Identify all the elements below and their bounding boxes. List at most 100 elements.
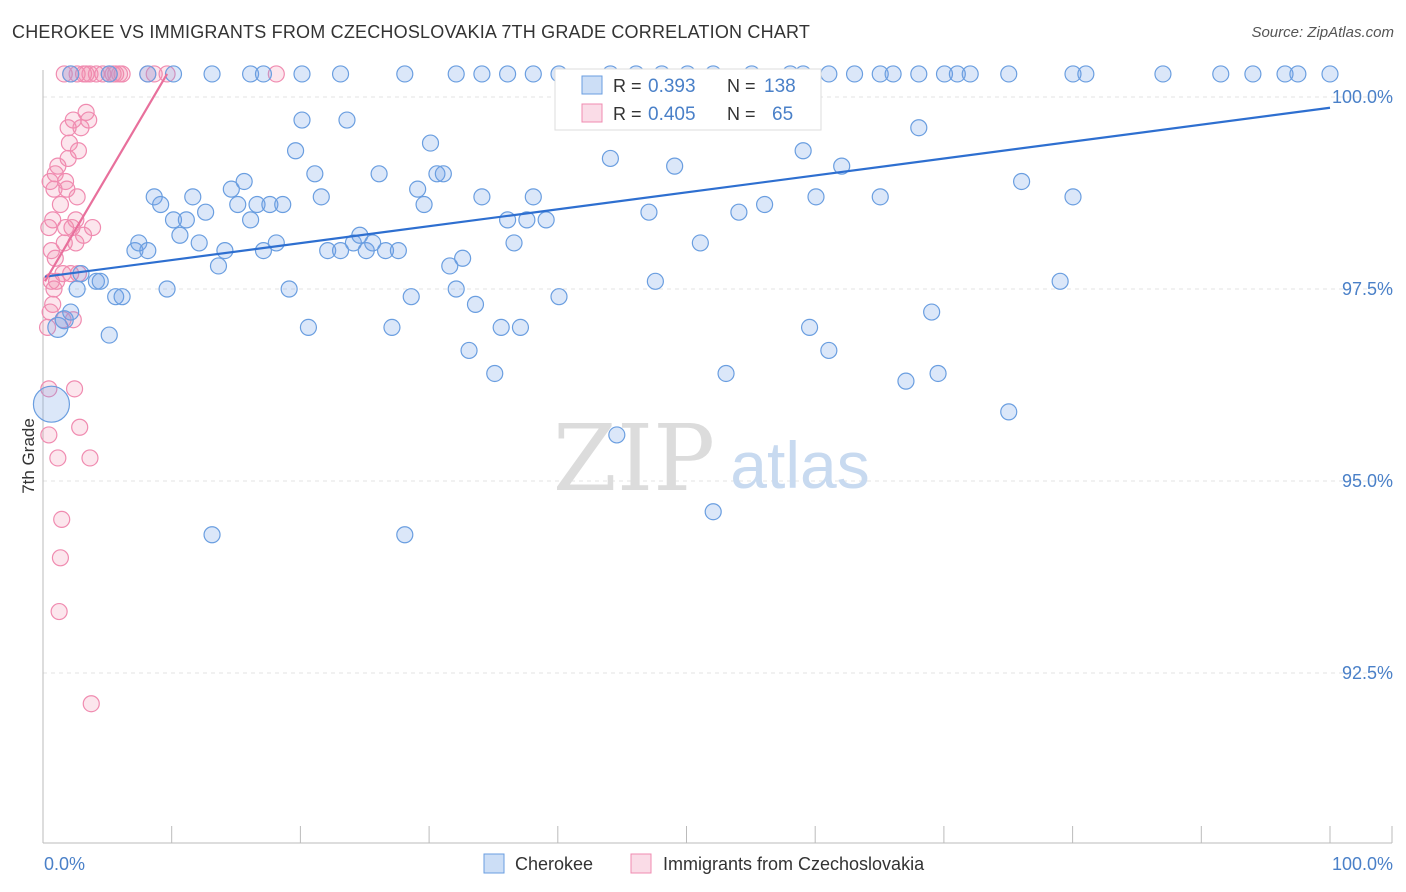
cherokee-point [666,157,684,175]
cherokee-point [1212,65,1230,83]
cherokee-point [203,526,221,544]
chart-title: CHEROKEE VS IMMIGRANTS FROM CZECHOSLOVAK… [12,22,811,42]
cherokee-point [871,188,889,206]
legend-swatch-immigrants [581,103,603,123]
cherokee-point [910,119,928,137]
cherokee-point [473,188,491,206]
cherokee-point [961,65,979,83]
x-tick-label-left: 0.0% [44,854,85,874]
cherokee-point [306,165,324,183]
cherokee-point [923,303,941,321]
cherokee-point [242,65,260,83]
cherokee-point [1077,65,1095,83]
cherokee-point [704,503,722,521]
series-immigrants-czechoslovakia-points [38,65,285,713]
cherokee-point [396,65,414,83]
cherokee-point [274,195,292,214]
cherokee-point [646,272,664,290]
cherokee-point [338,111,356,129]
immigrants-point [107,65,125,83]
axes [42,70,1393,844]
cherokee-point [209,257,228,275]
cherokee-point [499,65,517,83]
cherokee-point [197,203,215,221]
immigrants-point [81,449,99,467]
cherokee-point [415,195,433,214]
cherokee-trend-line [44,106,1331,278]
cherokee-point [32,385,71,423]
immigrants-point [80,111,98,129]
legend-n-label-1: N = [727,76,756,96]
cherokee-point [216,242,234,260]
y-axis-label: 7th Grade [19,418,38,494]
y-tick-label: 92.5% [1342,663,1393,683]
cherokee-point [486,364,504,383]
cherokee-point [409,180,427,198]
cherokee-point [492,318,510,336]
cherokee-point [100,65,118,83]
cherokee-point [441,257,459,275]
cherokee-point [1244,65,1262,83]
cherokee-point [158,280,176,298]
immigrants-point [40,218,58,237]
cherokee-point [376,242,395,260]
cherokee-point [280,280,298,298]
cherokee-point [1276,65,1294,83]
trend-lines [44,73,1331,282]
cherokee-point [107,288,125,306]
cherokee-point [730,203,748,221]
cherokee-point [293,65,311,83]
cherokee-point [447,280,465,298]
immigrants-point [59,119,77,137]
immigrants-point [49,449,67,467]
cherokee-point [152,195,170,214]
cherokee-point [794,142,812,160]
immigrants-point [56,172,75,191]
immigrants-point [68,188,86,206]
correlation-legend: R = 0.393 N = 138 R = 0.405 N = 65 [554,68,822,131]
immigrants-point [55,65,73,83]
immigrants-point [41,172,59,191]
cherokee-point [248,195,266,214]
watermark: ZIP atlas [553,405,870,512]
immigrants-point [51,195,70,214]
bottom-legend-label-immigrants: Immigrants from Czechoslovakia [663,854,925,874]
immigrants-point [50,602,68,621]
cherokee-point [460,341,478,360]
cherokee-point [897,372,915,390]
cherokee-point [286,142,305,160]
watermark-zip: ZIP [553,405,715,512]
cherokee-point [601,149,620,168]
cherokee-point [1012,172,1031,191]
cherokee-point [364,234,382,252]
cherokee-point [1064,188,1082,206]
cherokee-point [299,318,318,336]
immigrants-point [71,418,89,436]
legend-r-label-2: R = [613,104,642,124]
cherokee-point [68,280,86,298]
cherokee-point [370,165,388,183]
cherokee-point [1321,65,1339,83]
immigrants-point [145,65,163,83]
cherokee-point [222,180,240,198]
immigrants-point [44,295,62,313]
immigrants-point [53,510,71,529]
cherokee-point [62,65,80,83]
cherokee-point [608,426,626,444]
series-legend: Cherokee Immigrants from Czechoslovakia [483,853,925,874]
cherokee-point [254,65,273,83]
cherokee-point [184,188,202,206]
immigrants-point [51,549,70,567]
cherokee-point [929,364,947,383]
y-tick-label: 100.0% [1332,87,1393,107]
cherokee-point [139,65,157,83]
legend-n-value-2: 65 [772,104,793,125]
cherokee-point [1064,65,1082,83]
cherokee-point [1154,65,1172,83]
legend-r-value-2: 0.405 [648,104,696,125]
cherokee-point [267,234,285,252]
cherokee-point [537,211,555,229]
cherokee-point [505,234,523,252]
cherokee-point [845,65,864,83]
